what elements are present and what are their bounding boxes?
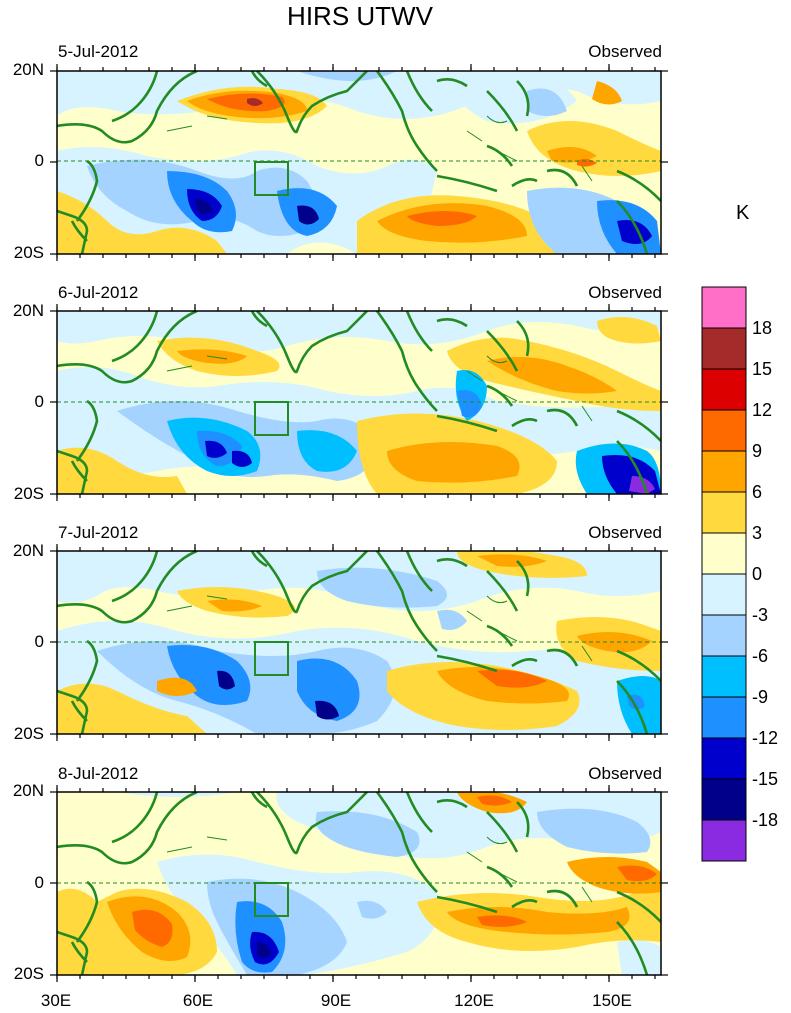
panel-1-date: 5-Jul-2012 [58,42,139,61]
colorbar-label: 18 [752,318,773,338]
colorbar-label: 12 [752,400,773,420]
lat-label-20n: 20N [12,60,44,79]
colorbar-label: 3 [752,523,763,543]
colorbar [701,286,747,862]
lat-label-20s: 20S [13,484,44,503]
colorbar-swatch [701,368,747,411]
lon-label-30e: 30E [40,991,72,1010]
colorbar-swatch [701,327,747,370]
map-panel-4 [56,791,662,976]
colorbar-swatch [701,286,747,329]
panel-3-date: 7-Jul-2012 [58,523,139,542]
colorbar-label: 15 [752,359,773,379]
lat-label-20n: 20N [12,781,44,800]
lon-label-120e: 120E [454,991,494,1010]
lat-label-eq: 0 [34,632,44,651]
colorbar-label: -3 [752,605,769,625]
lat-label-20s: 20S [13,964,44,983]
colorbar-label: 9 [752,441,763,461]
panel-4-date: 8-Jul-2012 [58,764,139,783]
colorbar-label: -18 [752,810,779,830]
colorbar-swatch [701,655,747,698]
colorbar-swatch [701,778,747,821]
colorbar-unit: K [736,202,750,224]
colorbar-swatch [701,737,747,780]
colorbar-swatch [701,491,747,534]
panel-3-label: Observed [588,523,662,542]
colorbar-swatch [701,532,747,575]
panel-1-label: Observed [588,42,662,61]
colorbar-swatch [701,409,747,452]
colorbar-label: -15 [752,769,779,789]
colorbar-label: 0 [752,564,763,584]
lat-label-eq: 0 [34,873,44,892]
map-panel-1 [56,70,662,255]
lat-label-20n: 20N [12,541,44,560]
panel-2-label: Observed [588,283,662,302]
panel-4-label: Observed [588,764,662,783]
colorbar-label: 6 [752,482,763,502]
panel-2-date: 6-Jul-2012 [58,283,139,302]
colorbar-swatch [701,614,747,657]
colorbar-label: -9 [752,687,769,707]
colorbar-label: -12 [752,728,779,748]
lat-label-eq: 0 [34,151,44,170]
lat-label-20n: 20N [12,301,44,320]
map-panel-2 [56,310,662,495]
colorbar-swatch [701,573,747,616]
lat-label-20s: 20S [13,724,44,743]
colorbar-label: -6 [752,646,769,666]
lon-label-60e: 60E [182,991,214,1010]
colorbar-swatch [701,696,747,739]
lon-label-150e: 150E [592,991,632,1010]
colorbar-swatch [701,450,747,493]
axis-ticks [50,64,668,982]
lon-label-90e: 90E [320,991,352,1010]
colorbar-swatch [701,819,747,862]
lat-label-20s: 20S [13,243,44,262]
map-panel-3 [56,550,662,735]
figure-title: HIRS UTWV [287,1,433,31]
lat-label-eq: 0 [34,392,44,411]
